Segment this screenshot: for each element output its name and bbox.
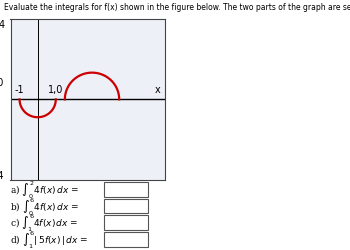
Text: x: x: [155, 85, 161, 95]
Text: -4: -4: [0, 170, 4, 180]
Text: 1,0: 1,0: [48, 85, 63, 95]
Text: b) $\int_0^6 4f(x)\,dx$ =: b) $\int_0^6 4f(x)\,dx$ =: [10, 195, 80, 217]
Text: 4: 4: [0, 20, 4, 30]
Text: d) $\int_1^6 |\,5f(x)\,|\,dx$ =: d) $\int_1^6 |\,5f(x)\,|\,dx$ =: [10, 228, 89, 250]
Text: Evaluate the integrals for f(x) shown in the figure below. The two parts of the : Evaluate the integrals for f(x) shown in…: [4, 2, 350, 12]
Text: c) $\int_1^6 4f(x)\,dx$ =: c) $\int_1^6 4f(x)\,dx$ =: [10, 212, 79, 234]
Text: -1: -1: [15, 85, 24, 95]
Text: a) $\int_0^2 4f(x)\,dx$ =: a) $\int_0^2 4f(x)\,dx$ =: [10, 178, 79, 200]
Text: 1,0: 1,0: [0, 77, 4, 87]
